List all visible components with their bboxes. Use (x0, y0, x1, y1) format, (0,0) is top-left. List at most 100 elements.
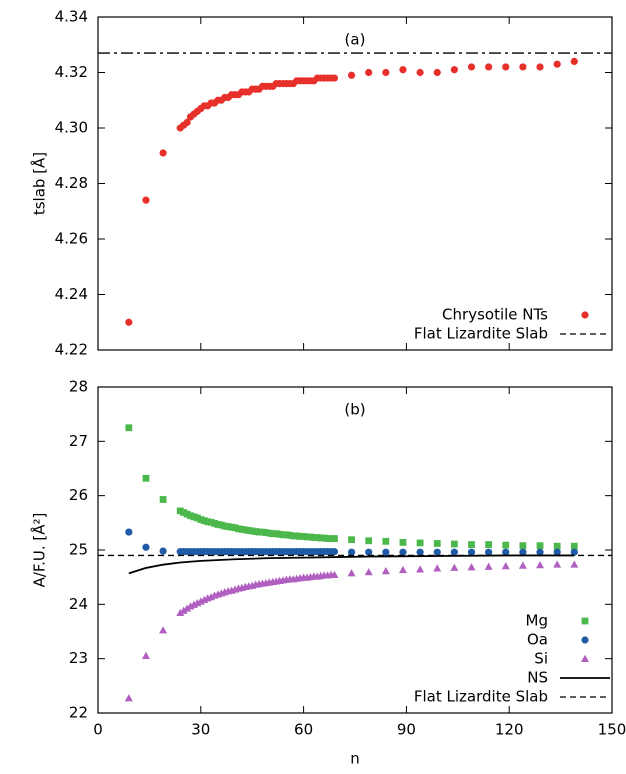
data-point (183, 510, 191, 518)
data-point (502, 63, 510, 71)
data-point (231, 524, 239, 532)
data-point (255, 528, 263, 536)
plot-frame (97, 16, 613, 351)
y-tick-label: 25 (69, 541, 88, 559)
data-point (536, 542, 544, 550)
y-tick-label: 26 (69, 486, 88, 504)
data-point (248, 527, 256, 535)
panel-label: (b) (344, 401, 365, 419)
data-point (183, 604, 192, 612)
data-point (347, 548, 356, 556)
data-point (217, 521, 225, 529)
data-point (142, 196, 150, 204)
x-tick-label: 60 (294, 721, 313, 739)
y-axis-label: tslab [Å] (30, 152, 49, 215)
data-point (125, 318, 133, 326)
legend-label: Oa (527, 631, 548, 649)
data-point (347, 569, 356, 577)
y-tick-label: 28 (69, 378, 88, 396)
data-point (553, 60, 561, 68)
data-point (265, 529, 273, 537)
data-point (399, 538, 407, 546)
y-tick-label: 4.28 (55, 174, 88, 192)
data-point (348, 536, 355, 544)
data-point (536, 548, 544, 556)
data-point (125, 424, 133, 432)
data-point (519, 63, 527, 71)
data-point (179, 606, 188, 614)
data-point (190, 513, 198, 521)
data-point (183, 118, 191, 127)
data-point (502, 548, 510, 556)
data-point (381, 566, 390, 575)
data-point (467, 563, 476, 571)
data-point (450, 548, 458, 556)
x-axis-label: n (350, 750, 360, 768)
data-point (310, 534, 318, 541)
data-point (214, 521, 222, 528)
data-point (553, 548, 561, 556)
data-point (484, 562, 493, 570)
y-tick-label: 23 (69, 649, 88, 667)
legend-label: Flat Lizardite Slab (414, 688, 548, 706)
data-point (433, 68, 441, 77)
data-point (365, 68, 373, 77)
data-point (382, 537, 390, 545)
data-point (416, 539, 424, 547)
data-point (570, 560, 579, 568)
x-tick-label: 90 (397, 721, 416, 739)
data-point (276, 530, 284, 538)
data-point (124, 694, 133, 702)
data-point (293, 532, 301, 540)
legend-label: NS (527, 669, 548, 687)
y-tick-label: 4.24 (55, 285, 88, 303)
data-point (485, 541, 493, 548)
data-point (364, 568, 373, 576)
data-point (398, 565, 407, 574)
data-point (142, 543, 150, 551)
data-point (211, 519, 218, 527)
data-point (553, 542, 561, 550)
data-point (382, 68, 390, 77)
data-point (180, 509, 188, 516)
data-point (187, 512, 194, 520)
data-point (416, 565, 425, 573)
legend-label: Si (534, 650, 548, 668)
data-point (327, 535, 335, 542)
data-point (570, 57, 578, 65)
data-point (159, 547, 167, 555)
data-point (536, 561, 545, 569)
data-point (450, 563, 459, 571)
data-point (159, 626, 168, 634)
x-tick-label: 120 (495, 721, 524, 739)
data-point (272, 530, 280, 538)
legend-swatch (581, 617, 589, 625)
data-point (450, 66, 458, 74)
panel-label: (a) (345, 31, 366, 49)
data-point (433, 564, 442, 572)
data-point (176, 608, 185, 617)
data-point (485, 63, 493, 71)
data-point (324, 535, 331, 542)
data-point (320, 534, 328, 542)
legend-label: Chrysotile NTs (442, 306, 548, 324)
data-point (221, 522, 229, 530)
data-point (283, 531, 290, 539)
data-point (365, 537, 373, 545)
data-point (289, 532, 297, 540)
data-point (313, 534, 321, 541)
data-point (330, 548, 339, 556)
data-point (300, 533, 307, 540)
legend-label: Flat Lizardite Slab (414, 325, 548, 343)
data-point (330, 570, 339, 578)
data-point (262, 529, 270, 537)
data-point (570, 542, 578, 550)
data-point (193, 514, 201, 522)
data-point (317, 534, 325, 542)
data-point (204, 518, 212, 526)
y-tick-label: 4.22 (55, 341, 88, 359)
data-point (518, 561, 527, 569)
data-point (228, 523, 236, 531)
y-tick-label: 4.34 (55, 8, 88, 26)
